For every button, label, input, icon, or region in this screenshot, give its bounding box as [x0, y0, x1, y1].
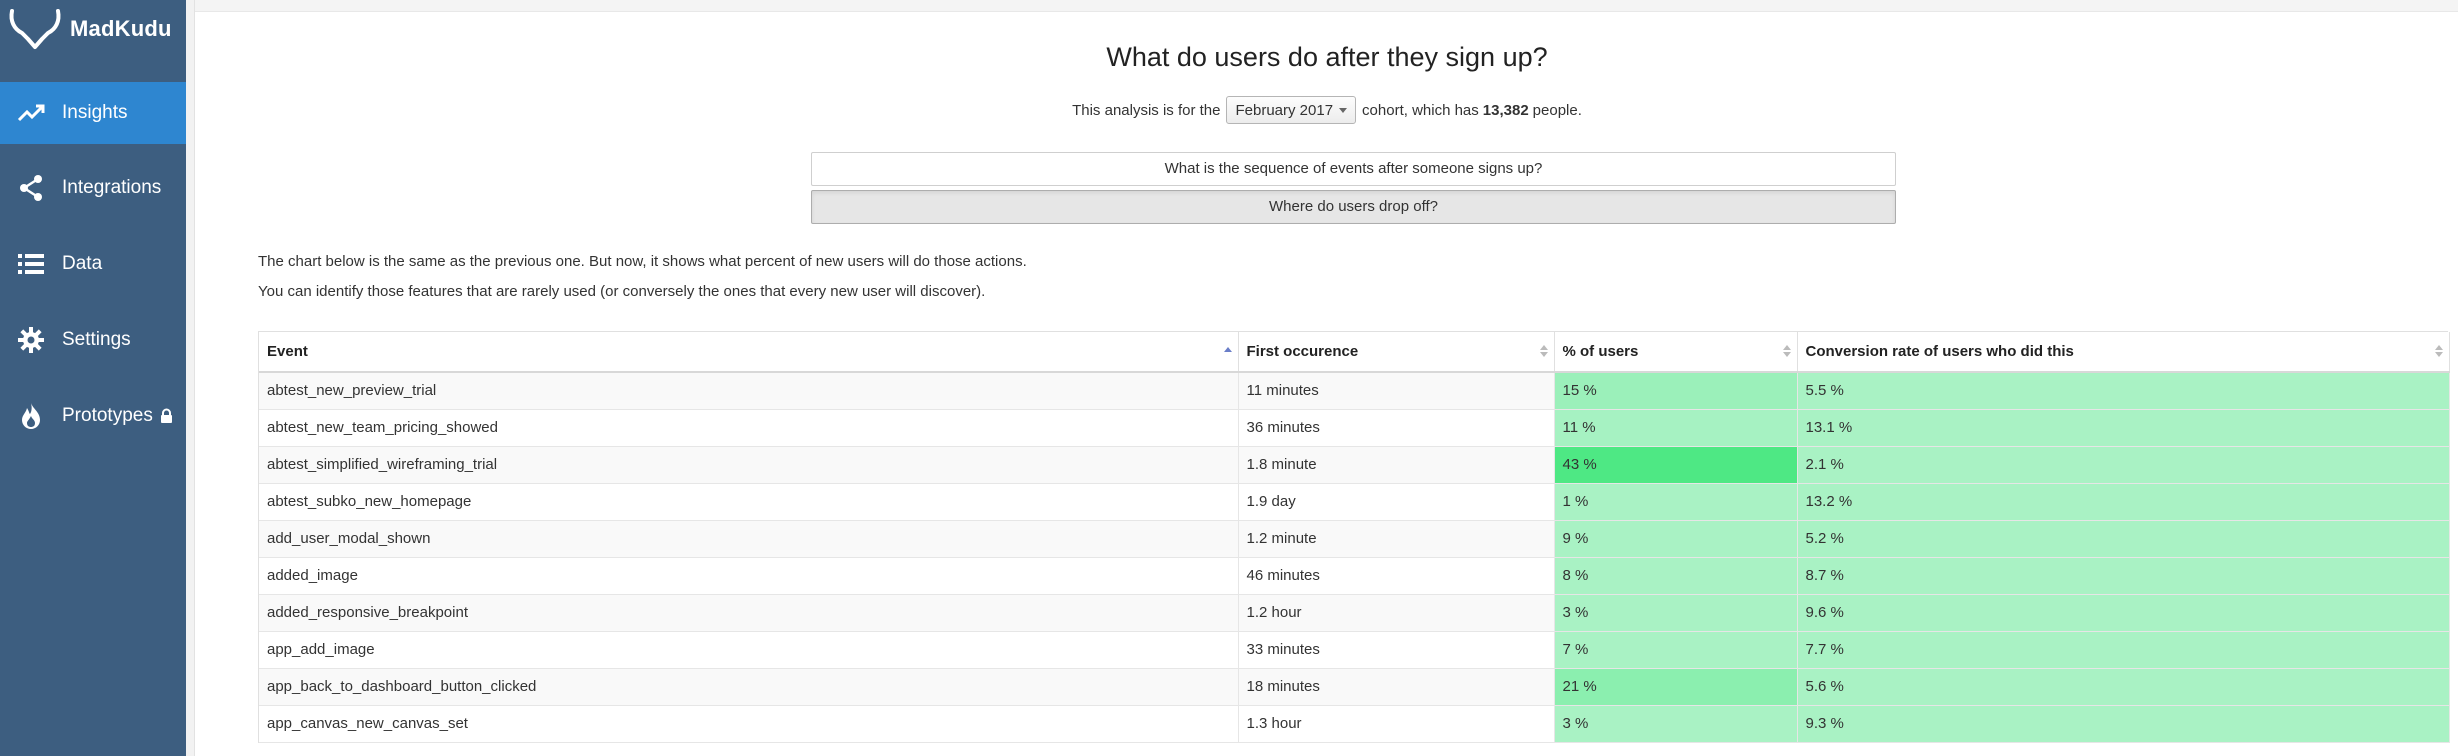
pct-users-cell: 8 %: [1554, 557, 1798, 595]
table-row: abtest_simplified_wireframing_trial 1.8 m…: [259, 446, 2450, 484]
table-row: app_add_image 33 minutes 7 % 7.7 %: [259, 631, 2450, 669]
sidebar-item-prototypes[interactable]: Prototypes: [0, 385, 186, 447]
event-cell: app_add_image: [259, 631, 1239, 669]
description-line-2: You can identify those features that are…: [258, 283, 986, 300]
dropoff-view-button[interactable]: Where do users drop off?: [811, 190, 1896, 224]
conversion-rate-cell: 8.7 %: [1797, 557, 2450, 595]
conversion-rate-cell: 9.6 %: [1797, 594, 2450, 632]
table-row: abtest_new_preview_trial 11 minutes 15 % 5.…: [259, 372, 2450, 410]
conversion-rate-cell: 7.7 %: [1797, 631, 2450, 669]
sort-asc-icon: [1223, 347, 1232, 352]
page-title: What do users do after they sign up?: [1106, 42, 1548, 72]
event-cell: abtest_simplified_wireframing_trial: [259, 446, 1239, 484]
first-occurence-cell: 11 minutes: [1238, 372, 1555, 410]
column-header-event[interactable]: Event: [259, 332, 1239, 373]
conversion-rate-cell: 5.5 %: [1797, 372, 2450, 410]
table-row: added_responsive_breakpoint 1.2 hour 3 % 9.…: [259, 594, 2450, 632]
trending-up-icon: [16, 98, 46, 128]
pct-users-cell: 9 %: [1554, 520, 1798, 558]
column-header-pct-users[interactable]: % of users: [1554, 332, 1798, 373]
sidebar-item-data[interactable]: Data: [0, 233, 186, 295]
first-occurence-cell: 36 minutes: [1238, 409, 1555, 447]
first-occurence-cell: 33 minutes: [1238, 631, 1555, 669]
event-cell: abtest_new_team_pricing_showed: [259, 409, 1239, 447]
pct-users-cell: 15 %: [1554, 372, 1798, 410]
first-occurence-cell: 1.9 day: [1238, 483, 1555, 521]
sidebar-item-settings[interactable]: Settings: [0, 309, 186, 371]
sort-icon: [1782, 345, 1791, 357]
event-cell: app_back_to_dashboard_button_clicked: [259, 668, 1239, 706]
sidebar-item-integrations[interactable]: Integrations: [0, 157, 186, 219]
pct-users-cell: 3 %: [1554, 594, 1798, 632]
table-row: app_canvas_new_canvas_set 1.3 hour 3 % 9.3 …: [259, 705, 2450, 743]
conversion-rate-cell: 13.1 %: [1797, 409, 2450, 447]
event-cell: added_image: [259, 557, 1239, 595]
chevron-down-icon: [1339, 107, 1348, 113]
event-cell: added_responsive_breakpoint: [259, 594, 1239, 632]
sequence-view-button[interactable]: What is the sequence of events after som…: [811, 152, 1896, 186]
first-occurence-cell: 1.2 hour: [1238, 594, 1555, 632]
event-cell: abtest_new_preview_trial: [259, 372, 1239, 410]
column-header-conversion-rate[interactable]: Conversion rate of users who did this: [1797, 332, 2450, 373]
sidebar-item-label: Insights: [62, 102, 128, 123]
event-cell: app_canvas_new_canvas_set: [259, 705, 1239, 743]
table-row: app_back_to_dashboard_button_clicked 18 m…: [259, 668, 2450, 706]
cohort-prefix: This analysis is for the: [1072, 101, 1221, 119]
cohort-suffix: people.: [1532, 101, 1582, 119]
first-occurence-cell: 1.8 minute: [1238, 446, 1555, 484]
lock-icon: [160, 408, 173, 424]
table-row: abtest_subko_new_homepage 1.9 day 1 % 13.2 …: [259, 483, 2450, 521]
list-icon: [16, 249, 46, 279]
top-strip: [195, 0, 2458, 12]
table-row: added_image 46 minutes 8 % 8.7 %: [259, 557, 2450, 595]
description-line-1: The chart below is the same as the previ…: [258, 253, 1027, 270]
sort-icon: [2434, 345, 2443, 357]
table-row: abtest_new_team_pricing_showed 36 minutes…: [259, 409, 2450, 447]
conversion-rate-cell: 13.2 %: [1797, 483, 2450, 521]
brand-name: MadKudu: [70, 16, 172, 41]
cohort-select-value: February 2017: [1235, 101, 1334, 119]
pct-users-cell: 7 %: [1554, 631, 1798, 669]
conversion-rate-cell: 5.6 %: [1797, 668, 2450, 706]
conversion-rate-cell: 9.3 %: [1797, 705, 2450, 743]
sidebar: MadKudu Insights Integrations Data Setti…: [0, 0, 186, 756]
sidebar-item-label: Data: [62, 253, 103, 274]
conversion-rate-cell: 2.1 %: [1797, 446, 2450, 484]
sort-icon: [1539, 345, 1548, 357]
event-cell: abtest_subko_new_homepage: [259, 483, 1239, 521]
share-icon: [16, 173, 46, 203]
table-row: add_user_modal_shown 1.2 minute 9 % 5.2 %: [259, 520, 2450, 558]
first-occurence-cell: 46 minutes: [1238, 557, 1555, 595]
first-occurence-cell: 1.3 hour: [1238, 705, 1555, 743]
cohort-select[interactable]: February 2017: [1226, 96, 1357, 124]
kudu-logo-icon: [6, 7, 64, 51]
pct-users-cell: 11 %: [1554, 409, 1798, 447]
first-occurence-cell: 1.2 minute: [1238, 520, 1555, 558]
sidebar-item-label: Integrations: [62, 177, 162, 198]
events-table: Event First occurence % of users Convers…: [258, 331, 2450, 743]
pct-users-cell: 21 %: [1554, 668, 1798, 706]
brand-logo[interactable]: MadKudu: [0, 0, 186, 58]
gear-icon: [16, 325, 46, 355]
conversion-rate-cell: 5.2 %: [1797, 520, 2450, 558]
sidebar-item-label: Settings: [62, 329, 131, 350]
flame-icon: [16, 401, 46, 431]
event-cell: add_user_modal_shown: [259, 520, 1239, 558]
column-header-first-occurence[interactable]: First occurence: [1238, 332, 1555, 373]
pct-users-cell: 1 %: [1554, 483, 1798, 521]
pct-users-cell: 43 %: [1554, 446, 1798, 484]
cohort-summary: This analysis is for the February 2017 c…: [195, 96, 2458, 124]
first-occurence-cell: 18 minutes: [1238, 668, 1555, 706]
sidebar-item-insights[interactable]: Insights: [0, 82, 186, 144]
sidebar-item-label: Prototypes: [62, 405, 153, 426]
main-content: What do users do after they sign up? Thi…: [194, 0, 2458, 756]
cohort-count: 13,382: [1482, 101, 1529, 119]
pct-users-cell: 3 %: [1554, 705, 1798, 743]
cohort-mid: cohort, which has: [1362, 101, 1479, 119]
